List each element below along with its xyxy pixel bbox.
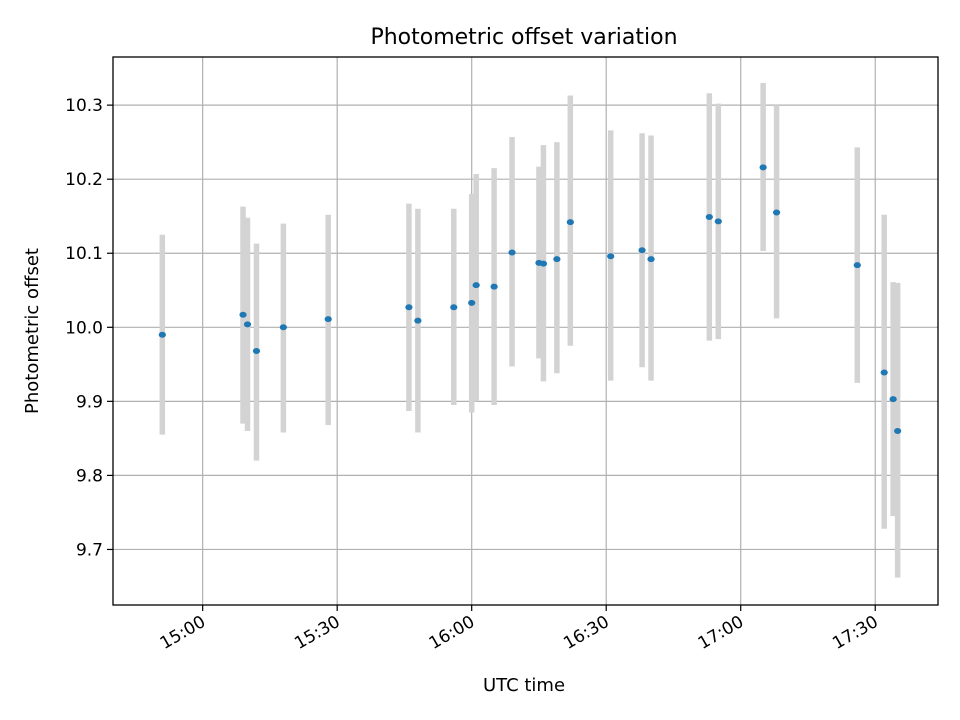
data-point-10 (472, 282, 480, 289)
x-axis-label: UTC time (483, 675, 565, 696)
y-tick-label-6: 10.3 (65, 96, 103, 116)
data-point-19 (647, 256, 655, 263)
data-point-16 (566, 219, 574, 226)
y-tick-label-5: 10.2 (65, 170, 103, 190)
data-point-8 (450, 304, 458, 311)
plot-frame (112, 56, 939, 606)
data-point-3 (252, 347, 261, 354)
chart-title: Photometric offset variation (370, 25, 677, 50)
data-point-24 (853, 262, 861, 269)
data-point-26 (889, 396, 897, 403)
y-axis-ticks: 9.7 9.8 9.9 10.0 10.1 10.2 10.3 (65, 96, 113, 560)
data-point-23 (772, 209, 781, 216)
data-point-1 (239, 311, 247, 318)
grid (113, 57, 938, 605)
data-point-20 (705, 213, 713, 220)
data-point-21 (714, 218, 722, 225)
y-tick-label-2: 9.9 (76, 392, 103, 412)
data-point-17 (607, 253, 615, 260)
data-points (158, 164, 902, 434)
data-point-12 (508, 249, 516, 256)
y-tick-label-0: 9.7 (76, 540, 103, 560)
data-point-14 (539, 260, 548, 267)
data-point-22 (759, 164, 767, 171)
data-point-9 (468, 299, 476, 306)
data-point-6 (405, 304, 413, 311)
data-point-15 (553, 256, 561, 263)
data-point-2 (243, 321, 252, 328)
data-point-5 (324, 316, 332, 323)
y-tick-label-1: 9.8 (76, 466, 103, 486)
data-point-27 (894, 427, 902, 434)
data-point-7 (414, 317, 422, 324)
data-point-0 (158, 331, 166, 338)
y-axis-label: Photometric offset (22, 248, 43, 414)
y-tick-label-4: 10.1 (65, 244, 103, 264)
data-point-25 (880, 369, 888, 376)
data-point-4 (279, 324, 287, 331)
y-tick-label-3: 10.0 (65, 318, 103, 338)
data-point-18 (638, 247, 646, 254)
data-point-11 (490, 283, 498, 290)
